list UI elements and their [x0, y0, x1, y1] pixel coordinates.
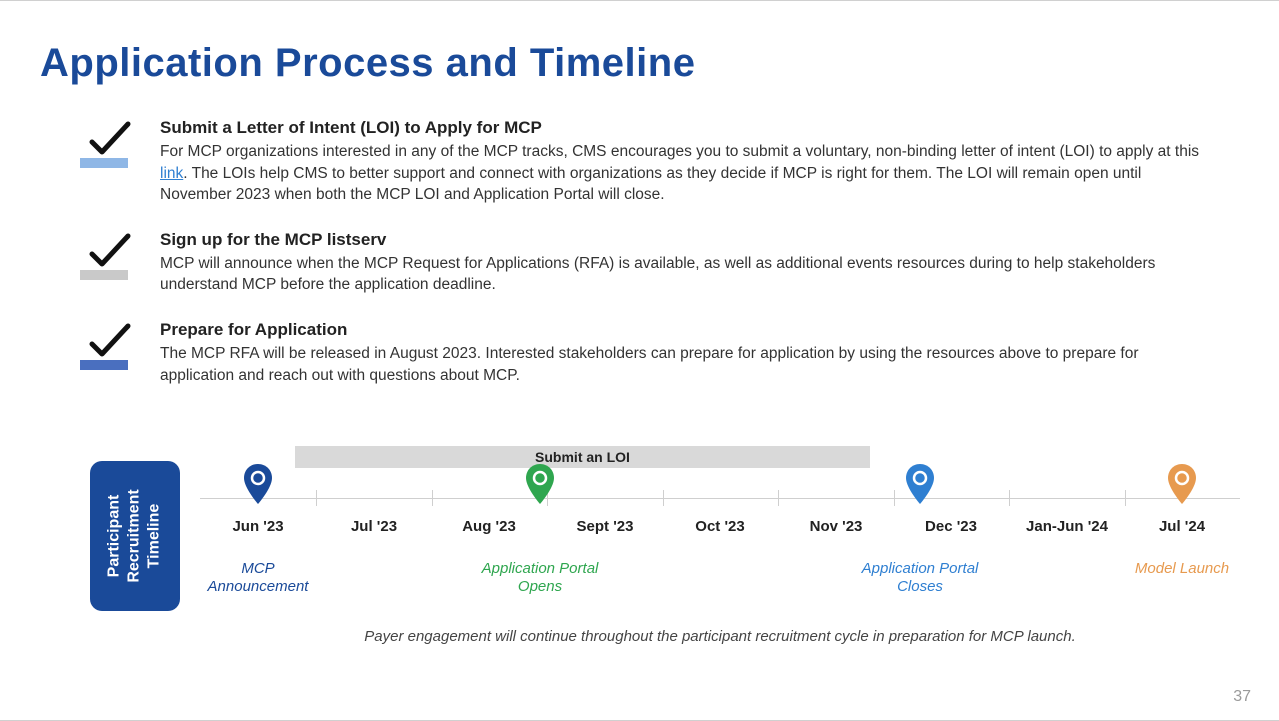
- page-title: Application Process and Timeline: [40, 41, 1239, 86]
- timeline-tick: [778, 490, 779, 506]
- checkmark-icon: [80, 324, 140, 376]
- timeline-tick: [316, 490, 317, 506]
- step-heading: Sign up for the MCP listserv: [160, 228, 1200, 251]
- slide: Application Process and Timeline Submit …: [0, 0, 1279, 721]
- step-body: MCP will announce when the MCP Request f…: [160, 253, 1200, 296]
- timeline-axis: [200, 498, 1240, 499]
- timeline-pin-icon: [1165, 462, 1199, 506]
- timeline-event-label: Model Launch: [1135, 560, 1229, 578]
- timeline-area: Payer engagement will continue throughou…: [200, 446, 1240, 676]
- step-body: For MCP organizations interested in any …: [160, 141, 1200, 205]
- step-text: Sign up for the MCP listservMCP will ann…: [160, 228, 1200, 296]
- timeline-pin-icon: [903, 462, 937, 506]
- timeline-event-label: Application PortalOpens: [482, 560, 599, 596]
- timeline-month-label: Oct '23: [695, 518, 744, 535]
- loi-link[interactable]: link: [160, 165, 183, 182]
- timeline: ParticipantRecruitmentTimeline Payer eng…: [90, 446, 1240, 676]
- checkmark-icon: [80, 122, 140, 174]
- timeline-month-label: Jul '23: [351, 518, 397, 535]
- step-body: The MCP RFA will be released in August 2…: [160, 343, 1200, 386]
- step-text: Submit a Letter of Intent (LOI) to Apply…: [160, 116, 1200, 206]
- step-heading: Submit a Letter of Intent (LOI) to Apply…: [160, 116, 1200, 139]
- step-heading: Prepare for Application: [160, 318, 1200, 341]
- step-row: Sign up for the MCP listservMCP will ann…: [80, 228, 1200, 296]
- timeline-month-label: Dec '23: [925, 518, 977, 535]
- timeline-month-label: Sept '23: [577, 518, 634, 535]
- timeline-tick: [1125, 490, 1126, 506]
- step-text: Prepare for ApplicationThe MCP RFA will …: [160, 318, 1200, 386]
- timeline-month-label: Jul '24: [1159, 518, 1205, 535]
- timeline-month-label: Jan-Jun '24: [1026, 518, 1108, 535]
- timeline-badge-label: ParticipantRecruitmentTimeline: [105, 489, 165, 582]
- step-row: Prepare for ApplicationThe MCP RFA will …: [80, 318, 1200, 386]
- timeline-pin-icon: [523, 462, 557, 506]
- timeline-month-label: Jun '23: [232, 518, 283, 535]
- timeline-tick: [663, 490, 664, 506]
- timeline-pin-icon: [241, 462, 275, 506]
- timeline-footnote: Payer engagement will continue throughou…: [200, 628, 1240, 645]
- loi-period-bar: Submit an LOI: [295, 446, 870, 468]
- timeline-event-label: MCPAnnouncement: [208, 560, 309, 596]
- timeline-tick: [432, 490, 433, 506]
- page-number: 37: [1233, 688, 1251, 706]
- step-row: Submit a Letter of Intent (LOI) to Apply…: [80, 116, 1200, 206]
- checkmark-icon: [80, 234, 140, 286]
- steps-list: Submit a Letter of Intent (LOI) to Apply…: [40, 116, 1239, 386]
- timeline-month-label: Nov '23: [810, 518, 863, 535]
- timeline-tick: [894, 490, 895, 506]
- timeline-badge: ParticipantRecruitmentTimeline: [90, 461, 180, 611]
- timeline-month-label: Aug '23: [462, 518, 516, 535]
- timeline-tick: [1009, 490, 1010, 506]
- timeline-event-label: Application PortalCloses: [862, 560, 979, 596]
